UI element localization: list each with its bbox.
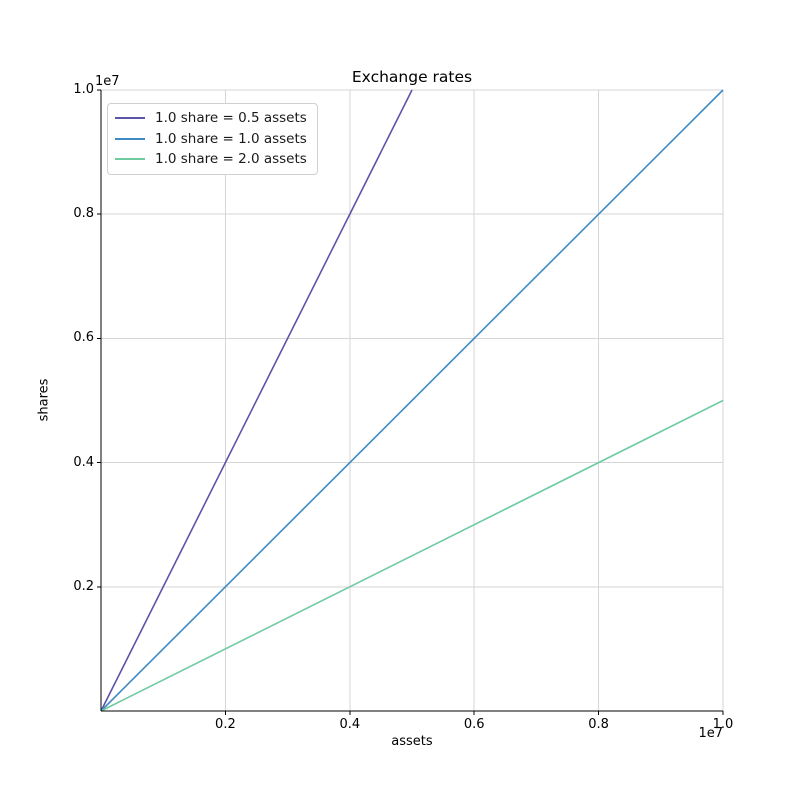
legend-label: 1.0 share = 1.0 assets bbox=[155, 130, 307, 147]
x-tick-label: 0.4 bbox=[339, 717, 361, 732]
legend-item: 1.0 share = 1.0 assets bbox=[115, 129, 307, 150]
x-tick-label: 1.0 bbox=[712, 717, 734, 732]
legend-item: 1.0 share = 0.5 assets bbox=[115, 108, 307, 129]
series-line-1 bbox=[100, 89, 724, 712]
y-axis-offset-label: 1e7 bbox=[95, 74, 120, 89]
legend-line-swatch bbox=[115, 137, 145, 140]
legend-line-swatch bbox=[115, 158, 145, 161]
y-tick-label: 0.2 bbox=[73, 578, 94, 594]
legend: 1.0 share = 0.5 assets 1.0 share = 1.0 a… bbox=[107, 103, 318, 175]
y-axis-label: shares bbox=[36, 378, 52, 422]
series-line-0 bbox=[100, 89, 413, 712]
series-line-2 bbox=[100, 399, 724, 712]
chart-title: Exchange rates bbox=[351, 68, 473, 86]
y-tick-label: 0.8 bbox=[73, 206, 94, 222]
x-tick-label: 0.2 bbox=[215, 717, 236, 732]
legend-label: 1.0 share = 2.0 assets bbox=[155, 151, 307, 168]
y-tick-label: 0.4 bbox=[73, 454, 94, 470]
legend-line-swatch bbox=[115, 117, 145, 120]
x-axis-offset-label: 1e7 bbox=[698, 726, 723, 741]
y-tick-label: 1.0 bbox=[73, 82, 94, 97]
x-tick-label: 0.8 bbox=[588, 717, 609, 732]
legend-label: 1.0 share = 0.5 assets bbox=[155, 110, 307, 127]
x-axis-label: assets bbox=[391, 734, 433, 749]
legend-item: 1.0 share = 2.0 assets bbox=[115, 149, 307, 170]
x-tick-label: 0.6 bbox=[463, 717, 485, 732]
y-tick-label: 0.6 bbox=[73, 330, 94, 346]
